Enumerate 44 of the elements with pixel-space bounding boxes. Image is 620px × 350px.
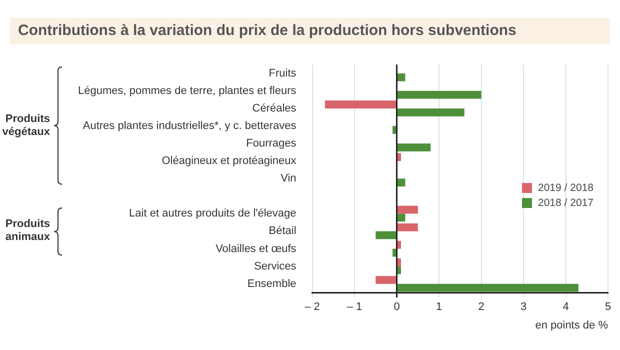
x-tick-label: 4: [562, 301, 569, 314]
bar: [376, 276, 396, 284]
bar: [392, 126, 396, 134]
y-tick-label: Fruits: [268, 67, 297, 80]
y-tick-label: Ensemble: [247, 278, 296, 290]
x-tick-label: 0: [394, 301, 400, 314]
y-tick-label: Légumes, pommes de terre, plantes et fleurs: [78, 84, 297, 97]
x-tick-label: – 2: [304, 301, 320, 314]
y-tick-label: Lait et autres produits de l'élevage: [129, 208, 296, 220]
x-axis-title: en points de %: [535, 319, 608, 332]
bar: [324, 100, 396, 108]
bar: [398, 240, 401, 249]
x-tick-label: – 1: [346, 301, 362, 314]
x-tick-label: 5: [604, 301, 612, 314]
y-tick-label: Autres plantes industrielles*, y c. betteraves: [82, 120, 297, 132]
bar: [398, 73, 406, 82]
bar: [398, 223, 418, 232]
text: Produits animaux: [4, 218, 50, 244]
bar: [398, 266, 401, 274]
bar: [398, 206, 418, 214]
bar: [398, 90, 482, 99]
chart-title: Contributions à la variation du prix de la production hors subventions: [10, 18, 610, 44]
x-tick-label: 1: [436, 301, 442, 314]
bar: [392, 248, 396, 257]
y-tick-label: Fourrages: [246, 138, 297, 150]
y-tick-label: Services: [254, 260, 297, 272]
legend-label: 2019 / 2018: [538, 182, 594, 194]
bar: [398, 214, 406, 222]
x-tick-label: 2: [478, 301, 484, 314]
bar: [398, 144, 431, 152]
legend-label: 2018 / 2017: [538, 196, 594, 209]
text: Produits végétaux: [1, 112, 50, 139]
bar: [398, 258, 401, 266]
y-tick-label: Volailles et œufs: [216, 242, 297, 255]
bar: [398, 178, 406, 186]
y-tick-label: Oléagineux et protéagineux: [162, 155, 297, 168]
bar: [398, 284, 578, 292]
y-tick-label: Bétail: [268, 225, 296, 238]
bar: [398, 153, 401, 162]
y-tick-label: Vin: [280, 172, 296, 185]
x-tick-label: 3: [520, 301, 527, 314]
y-tick-label: Céréales: [252, 102, 297, 114]
bar: [376, 231, 396, 240]
bar: [398, 108, 464, 116]
